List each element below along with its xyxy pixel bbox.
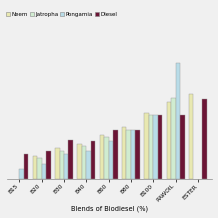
Legend: Neem, Jatropha, Pongamia, Diesel: Neem, Jatropha, Pongamia, Diesel	[6, 12, 118, 18]
Bar	[100, 135, 104, 179]
Bar	[202, 99, 207, 179]
Bar	[33, 156, 37, 179]
Bar	[131, 130, 135, 179]
Bar	[46, 151, 51, 179]
Bar	[77, 144, 82, 179]
Bar	[167, 102, 171, 179]
Bar	[180, 115, 184, 179]
Bar	[135, 130, 140, 179]
Bar	[149, 115, 153, 179]
Bar	[158, 115, 162, 179]
Bar	[109, 141, 113, 179]
Bar	[91, 141, 95, 179]
Bar	[144, 113, 149, 179]
Bar	[37, 158, 42, 179]
Bar	[113, 130, 118, 179]
Bar	[24, 154, 28, 179]
Bar	[64, 154, 68, 179]
Bar	[68, 140, 73, 179]
Bar	[176, 63, 180, 179]
Bar	[171, 98, 176, 179]
Bar	[104, 137, 109, 179]
Bar	[82, 146, 86, 179]
Bar	[189, 94, 193, 179]
Bar	[55, 148, 60, 179]
Bar	[19, 169, 24, 179]
X-axis label: Blends of Biodiesel (%): Blends of Biodiesel (%)	[71, 206, 148, 213]
Bar	[122, 127, 126, 179]
Bar	[42, 164, 46, 179]
Bar	[86, 151, 91, 179]
Bar	[126, 130, 131, 179]
Bar	[153, 115, 158, 179]
Bar	[60, 151, 64, 179]
